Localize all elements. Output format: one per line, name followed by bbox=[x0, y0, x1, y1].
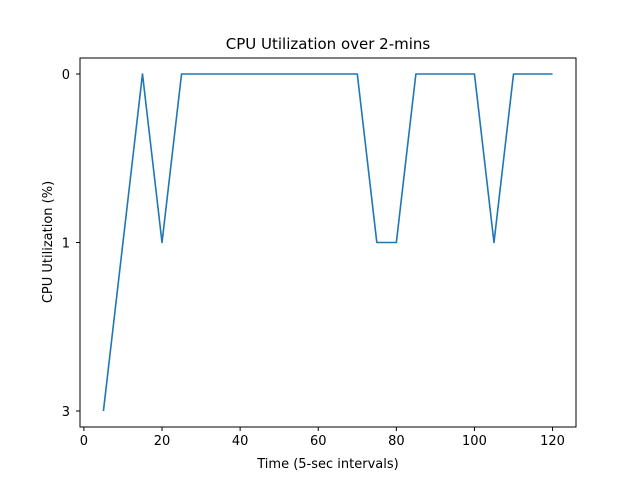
series-line-0 bbox=[102, 73, 553, 412]
x-tick-label: 100 bbox=[462, 434, 487, 449]
y-axis-ticks: 0 1 3 bbox=[62, 68, 80, 420]
y-tick-label: 3 bbox=[62, 405, 70, 420]
x-tick-label: 80 bbox=[388, 434, 405, 449]
x-tick-label: 20 bbox=[154, 434, 171, 449]
x-axis-label: Time (5-sec intervals) bbox=[256, 457, 398, 472]
x-tick-label: 0 bbox=[80, 434, 88, 449]
y-axis-label: CPU Utilization (%) bbox=[41, 181, 56, 303]
x-tick-label: 60 bbox=[310, 434, 327, 449]
x-tick-label: 120 bbox=[540, 434, 565, 449]
x-axis-ticks: 0 20 40 60 80 100 120 bbox=[80, 427, 565, 449]
x-tick-label: 40 bbox=[232, 434, 249, 449]
plot-area bbox=[102, 73, 553, 412]
y-tick-label: 1 bbox=[62, 237, 70, 252]
chart-title: CPU Utilization over 2-mins bbox=[226, 35, 431, 53]
y-tick-label: 0 bbox=[62, 68, 70, 83]
axes-frame bbox=[79, 57, 577, 428]
